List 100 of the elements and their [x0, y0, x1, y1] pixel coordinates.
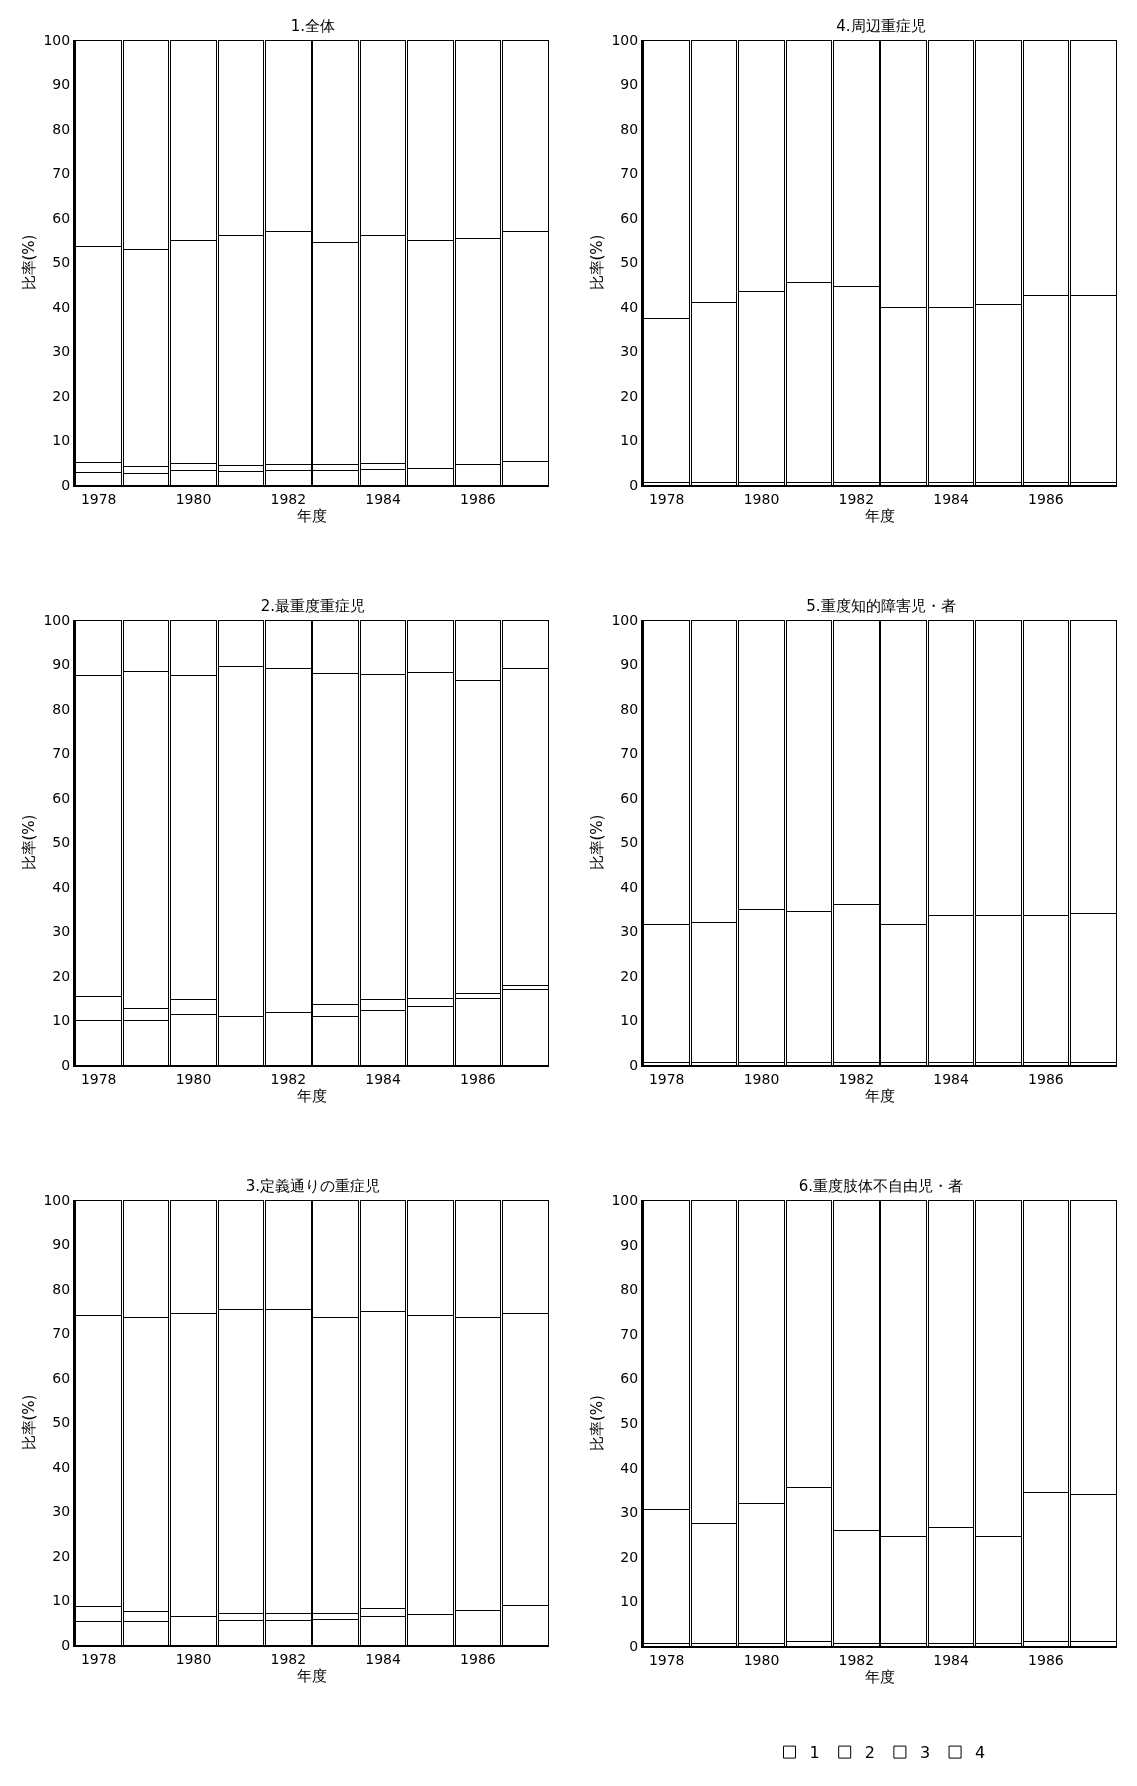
y-tick-label: 70: [620, 165, 639, 182]
y-tick-label: 70: [620, 1325, 639, 1342]
y-axis-title: 比率(%): [588, 234, 606, 291]
y-tick-label: 40: [52, 878, 71, 895]
y-tick-label: 100: [43, 1191, 71, 1208]
x-tick-label: 1984: [365, 490, 401, 507]
y-tick-label: 40: [52, 298, 71, 315]
y-tick-label: 0: [629, 476, 639, 493]
x-tick-label: 1986: [1028, 490, 1064, 507]
y-tick-label: 100: [611, 611, 639, 628]
y-tick-label: 90: [52, 1236, 71, 1253]
y-tick-label: 30: [52, 343, 71, 360]
chart-title: 4.周辺重症児: [836, 16, 926, 35]
chart-title: 5.重度知的障害児・者: [806, 596, 956, 615]
y-tick-label: 60: [52, 789, 71, 806]
y-tick-label: 0: [629, 1056, 639, 1073]
y-tick-label: 50: [620, 254, 639, 271]
y-tick-label: 10: [620, 1593, 639, 1610]
y-tick-label: 60: [52, 1369, 71, 1386]
x-tick-label: 1984: [933, 1651, 969, 1668]
chart-title: 6.重度肢体不自由児・者: [798, 1176, 964, 1195]
y-tick-label: 50: [52, 254, 71, 271]
y-tick-label: 30: [52, 923, 71, 940]
y-tick-label: 30: [620, 343, 639, 360]
y-tick-label: 80: [52, 120, 71, 137]
x-axis-title: 年度: [297, 1086, 327, 1105]
y-tick-label: 0: [629, 1637, 639, 1654]
x-tick-label: 1986: [1028, 1651, 1064, 1668]
y-tick-label: 20: [52, 1547, 71, 1564]
y-tick-label: 90: [52, 656, 71, 673]
y-tick-label: 50: [52, 834, 71, 851]
y-tick-label: 20: [52, 387, 71, 404]
x-tick-label: 1982: [270, 1650, 307, 1667]
y-tick-label: 40: [52, 1458, 71, 1475]
x-tick-label: 1978: [80, 490, 117, 507]
y-tick-label: 10: [620, 1012, 639, 1029]
y-tick-label: 50: [620, 834, 639, 851]
y-tick-label: 100: [611, 31, 639, 48]
legend-label: 3: [919, 1743, 931, 1763]
y-tick-label: 90: [620, 1236, 639, 1253]
x-tick-label: 1982: [270, 1070, 307, 1087]
y-tick-label: 40: [620, 878, 639, 895]
y-tick-label: 70: [52, 1325, 71, 1342]
y-tick-label: 20: [620, 387, 639, 404]
y-tick-label: 80: [52, 700, 71, 717]
y-tick-label: 70: [620, 745, 639, 762]
x-tick-label: 1986: [1028, 1070, 1064, 1087]
x-tick-label: 1986: [460, 1070, 496, 1087]
y-tick-label: 90: [620, 76, 639, 93]
y-tick-label: 0: [61, 476, 71, 493]
y-axis-title: 比率(%): [588, 1395, 606, 1451]
legend-label: 1: [809, 1743, 820, 1763]
y-tick-label: 50: [52, 1414, 71, 1431]
y-tick-label: 20: [52, 967, 71, 984]
y-tick-label: 70: [52, 745, 71, 762]
y-axis-title: 比率(%): [588, 814, 606, 871]
y-axis-title: 比率(%): [20, 234, 38, 291]
x-tick-label: 1978: [80, 1070, 117, 1087]
x-tick-label: 1982: [838, 1651, 875, 1668]
x-tick-label: 1980: [743, 1070, 780, 1087]
y-tick-label: 50: [620, 1414, 639, 1431]
x-axis-title: 年度: [865, 1086, 895, 1105]
y-tick-label: 70: [52, 165, 71, 182]
x-axis-title: 年度: [865, 1667, 895, 1686]
y-tick-label: 80: [620, 700, 639, 717]
y-tick-label: 30: [620, 923, 639, 940]
x-tick-label: 1986: [460, 490, 496, 507]
chart-title: 3.定義通りの重症児: [245, 1176, 381, 1195]
x-axis-title: 年度: [865, 506, 895, 525]
legend-label: 4: [975, 1743, 986, 1763]
chart-title: 2.最重度重症児: [260, 596, 366, 615]
y-tick-label: 30: [52, 1503, 71, 1520]
y-tick-label: 60: [620, 1370, 639, 1387]
y-tick-label: 10: [52, 432, 71, 449]
y-tick-label: 100: [43, 611, 71, 628]
y-axis-title: 比率(%): [20, 814, 38, 871]
y-tick-label: 0: [61, 1056, 71, 1073]
x-tick-label: 1978: [80, 1650, 117, 1667]
y-tick-label: 20: [620, 1548, 639, 1565]
y-tick-label: 90: [620, 656, 639, 673]
y-tick-label: 60: [620, 789, 639, 806]
x-tick-label: 1984: [933, 490, 969, 507]
y-tick-label: 10: [52, 1012, 71, 1029]
y-tick-label: 80: [620, 120, 639, 137]
y-axis-title: 比率(%): [20, 1394, 38, 1451]
chart-title: 1.全体: [290, 16, 336, 35]
x-tick-label: 1978: [648, 1070, 685, 1087]
y-tick-label: 40: [620, 1459, 639, 1476]
x-tick-label: 1982: [270, 490, 307, 507]
y-tick-label: 90: [52, 76, 71, 93]
legend-label: 2: [864, 1743, 875, 1763]
x-tick-label: 1984: [933, 1070, 969, 1087]
x-tick-label: 1978: [648, 1651, 685, 1668]
y-tick-label: 80: [620, 1281, 639, 1298]
x-tick-label: 1984: [365, 1070, 401, 1087]
y-tick-label: 60: [52, 209, 71, 226]
x-axis-title: 年度: [297, 1666, 327, 1685]
x-tick-label: 1980: [743, 1651, 780, 1668]
y-tick-label: 10: [52, 1592, 71, 1609]
x-axis-title: 年度: [297, 506, 327, 525]
